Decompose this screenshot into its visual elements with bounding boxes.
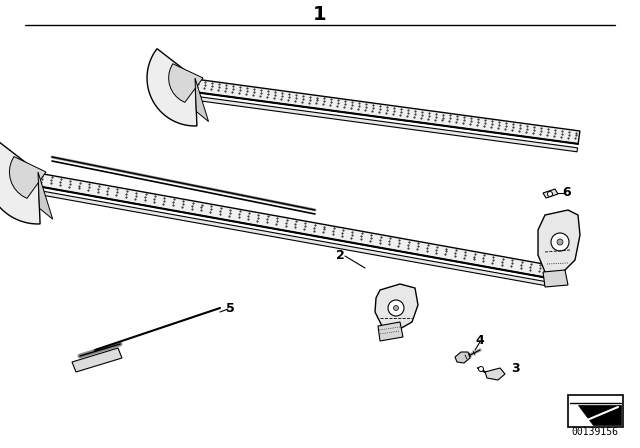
Polygon shape [375, 284, 418, 330]
Polygon shape [147, 49, 197, 126]
Circle shape [394, 306, 399, 310]
Polygon shape [193, 79, 580, 144]
Polygon shape [568, 395, 623, 427]
Polygon shape [72, 348, 122, 372]
Circle shape [547, 191, 552, 197]
Polygon shape [543, 270, 568, 287]
Polygon shape [192, 96, 577, 152]
Polygon shape [455, 352, 470, 363]
Polygon shape [34, 190, 552, 287]
Text: 3: 3 [511, 362, 519, 375]
Circle shape [479, 366, 483, 371]
Polygon shape [10, 156, 46, 198]
Circle shape [388, 300, 404, 316]
Circle shape [557, 239, 563, 245]
Text: 00139156: 00139156 [572, 427, 618, 437]
Polygon shape [0, 140, 40, 224]
Text: 4: 4 [476, 333, 484, 346]
Circle shape [551, 233, 569, 251]
Polygon shape [538, 210, 580, 275]
Polygon shape [543, 189, 558, 198]
Polygon shape [36, 173, 555, 279]
Polygon shape [378, 322, 403, 341]
Text: 6: 6 [563, 185, 572, 198]
Polygon shape [195, 78, 209, 121]
Text: 2: 2 [335, 249, 344, 262]
Polygon shape [168, 64, 203, 102]
Text: 5: 5 [226, 302, 234, 314]
Text: 1: 1 [313, 4, 327, 23]
Polygon shape [485, 368, 505, 380]
Polygon shape [578, 405, 621, 425]
Polygon shape [38, 172, 52, 219]
